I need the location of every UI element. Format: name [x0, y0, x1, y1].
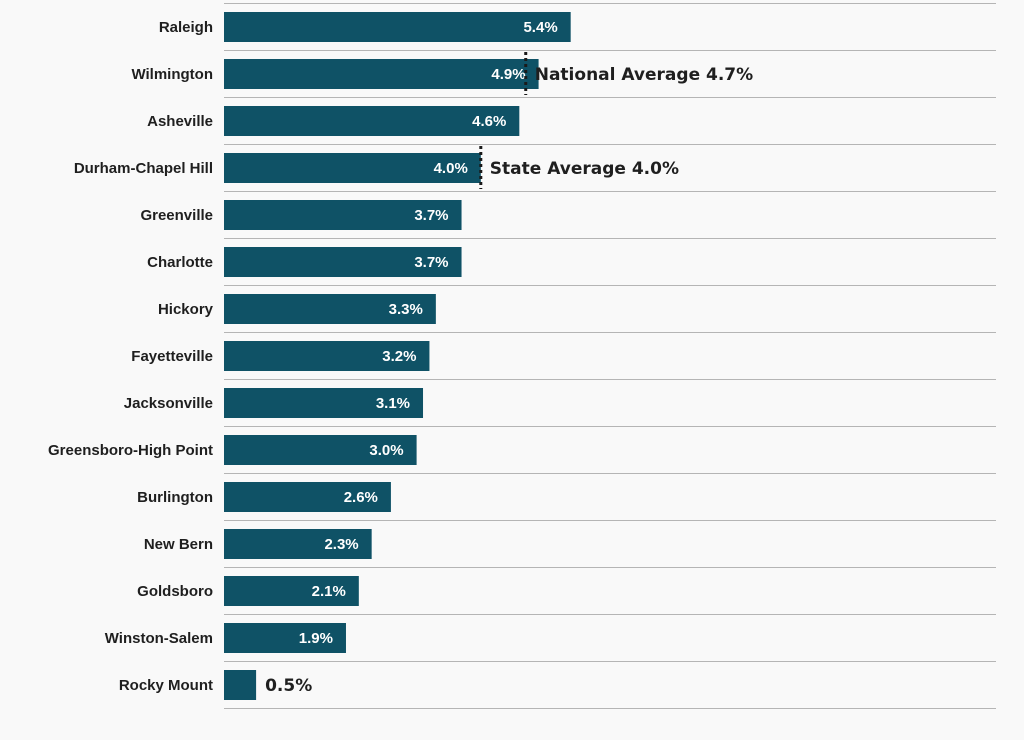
value-label: 3.3%: [389, 301, 423, 318]
bar: [224, 200, 462, 230]
value-label: 3.2%: [382, 348, 416, 365]
bar: [224, 341, 430, 371]
category-label: Burlington: [137, 489, 213, 506]
value-label: 2.6%: [344, 489, 378, 506]
reference-label: National Average 4.7%: [535, 65, 753, 85]
category-label: Greensboro-High Point: [48, 442, 213, 459]
value-label: 5.4%: [523, 19, 557, 36]
bar: [224, 294, 436, 324]
reference-label: State Average 4.0%: [490, 159, 679, 179]
category-label: Charlotte: [147, 254, 213, 271]
value-label: 0.5%: [265, 676, 312, 696]
bar: [224, 435, 417, 465]
bar: [224, 482, 391, 512]
reference-lines: National Average 4.7% State Average 4.0%: [479, 52, 753, 189]
value-label: 4.9%: [491, 66, 525, 83]
value-label: 4.6%: [472, 113, 506, 130]
bar: [224, 59, 539, 89]
value-label: 3.0%: [369, 442, 403, 459]
category-label: Fayetteville: [131, 348, 213, 365]
value-label: 3.7%: [414, 254, 448, 271]
value-label: 1.9%: [299, 630, 333, 647]
category-label: Raleigh: [159, 19, 213, 36]
category-label: Hickory: [158, 301, 214, 318]
category-label: Goldsboro: [137, 583, 213, 600]
value-label: 4.0%: [434, 160, 468, 177]
bar: [224, 623, 346, 653]
category-label: Wilmington: [131, 66, 213, 83]
category-label: Rocky Mount: [119, 677, 213, 694]
value-label: 2.1%: [312, 583, 346, 600]
bar: [224, 388, 424, 418]
value-label: 3.7%: [414, 207, 448, 224]
category-label: Winston-Salem: [105, 630, 213, 647]
category-label: Jacksonville: [124, 395, 213, 412]
category-label: New Bern: [144, 536, 213, 553]
chart-rows: Raleigh 5.4% Wilmington 4.9% Asheville 4.6% Du…: [48, 3, 996, 709]
category-label: Greenville: [140, 207, 213, 224]
bar: [224, 106, 520, 136]
bar: [224, 670, 257, 700]
value-label: 2.3%: [324, 536, 358, 553]
bar: [224, 247, 462, 277]
bar: [224, 153, 481, 183]
category-label: Asheville: [147, 113, 213, 130]
bar: [224, 12, 571, 42]
bar: [224, 576, 359, 606]
category-label: Durham-Chapel Hill: [74, 160, 213, 177]
bar: [224, 529, 372, 559]
value-label: 3.1%: [376, 395, 410, 412]
